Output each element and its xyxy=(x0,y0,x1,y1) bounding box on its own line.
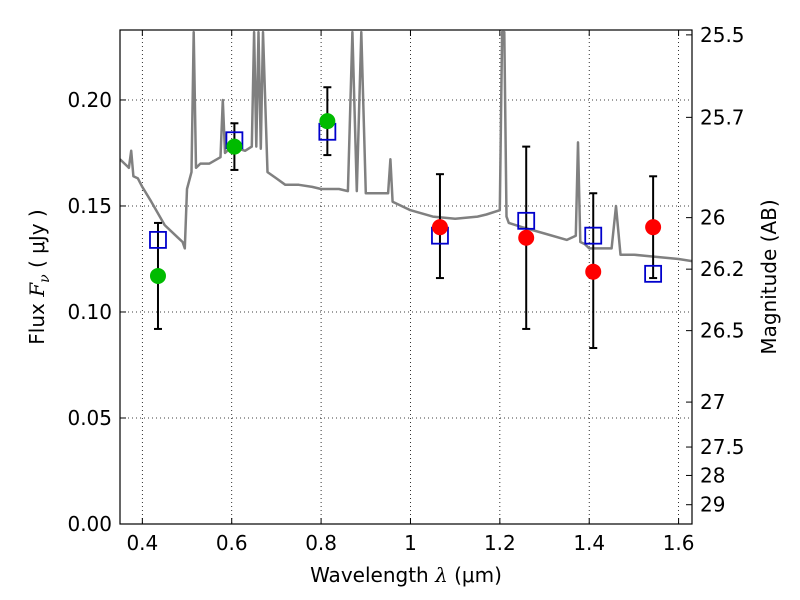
x-tick-label: 0.4 xyxy=(126,531,158,555)
x-tick-label: 0.6 xyxy=(216,531,248,555)
x-tick-label: 1.2 xyxy=(484,531,516,555)
red-data-point xyxy=(431,219,448,236)
grid xyxy=(120,30,692,525)
y-tick-label: 0.15 xyxy=(67,194,112,218)
right-tick-label: 26.2 xyxy=(700,257,745,281)
axes: 0.4 0.6 0.8 1 1.2 1.4 1.6 0.00 0.05 0.10 0.15 0.20 2… xyxy=(67,23,744,555)
green-data-point xyxy=(149,267,166,284)
right-tick-label: 27.5 xyxy=(700,435,745,459)
x-tick-label: 1.4 xyxy=(573,531,605,555)
right-tick-label: 26.5 xyxy=(700,319,745,343)
x-tick-label: 0.8 xyxy=(305,531,337,555)
right-tick-label: 25.5 xyxy=(700,23,745,47)
right-axis-label: Magnitude (AB) xyxy=(757,199,781,354)
right-tick-label: 28 xyxy=(700,463,725,487)
model-square-point xyxy=(584,226,603,245)
y-tick-label: 0.10 xyxy=(67,300,112,324)
plot-frame xyxy=(119,29,693,525)
red-data-point xyxy=(518,229,535,246)
model-square-point xyxy=(644,264,663,283)
right-tick-label: 26 xyxy=(700,206,725,230)
red-data-point xyxy=(585,263,602,280)
x-tick-label: 1.6 xyxy=(663,531,695,555)
x-axis-label: Wavelength λ (μm) xyxy=(310,563,502,587)
green-data-point xyxy=(226,138,243,155)
plot-area xyxy=(120,30,692,350)
model-square-point xyxy=(517,211,536,230)
x-tick-label: 1 xyxy=(404,531,417,555)
model-square-point xyxy=(149,230,167,249)
right-tick-label: 27 xyxy=(700,390,725,414)
right-tick-label: 29 xyxy=(700,493,725,517)
y-tick-label: 0.00 xyxy=(67,512,112,536)
sed-line xyxy=(120,30,692,263)
y-tick-label: 0.05 xyxy=(67,406,112,430)
green-data-point xyxy=(319,113,336,130)
y-tick-label: 0.20 xyxy=(67,88,112,112)
red-data-point xyxy=(645,219,662,236)
right-tick-label: 25.7 xyxy=(700,105,745,129)
y-axis-label: Flux Fν ( μJy ) xyxy=(25,209,53,344)
